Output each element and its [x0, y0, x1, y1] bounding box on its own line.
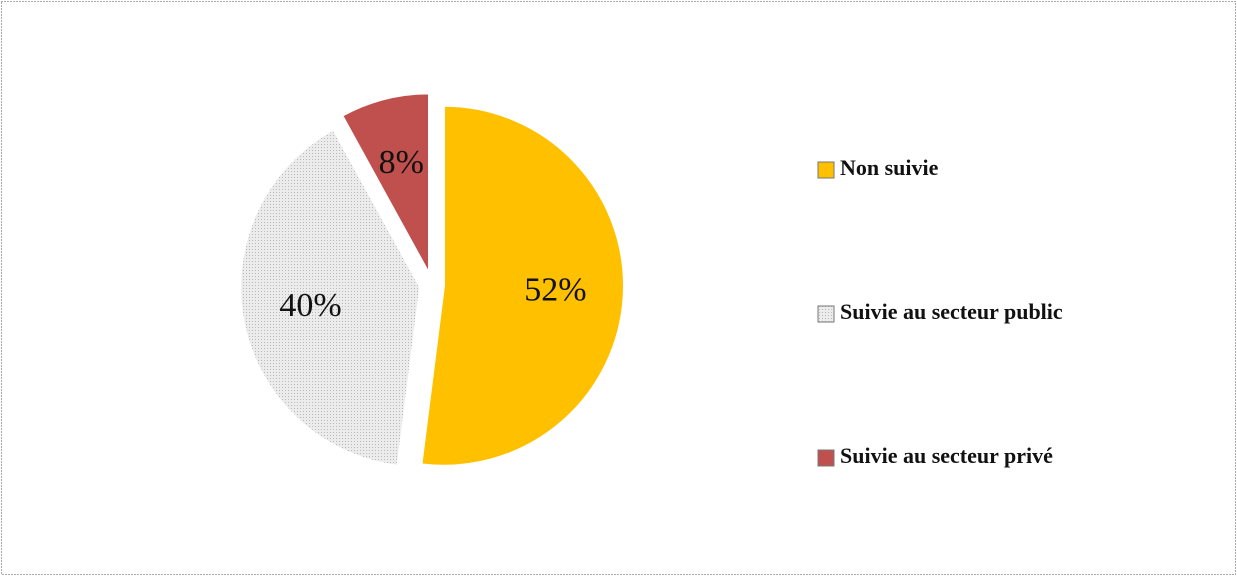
value-label: 52% — [524, 272, 586, 309]
legend-swatch — [817, 449, 835, 467]
legend-text: Non suivie — [840, 155, 939, 180]
value-label: 8% — [379, 144, 424, 181]
legend-text: Suivie au secteur public — [840, 299, 1063, 324]
pie-slice — [340, 92, 431, 274]
legend-swatch — [817, 305, 835, 323]
pie-slice — [239, 128, 422, 467]
legend-text: Suivie au secteur privé — [840, 443, 1053, 468]
value-label: 40% — [279, 287, 341, 324]
pie-slice — [420, 104, 625, 467]
legend-swatch — [817, 161, 835, 179]
